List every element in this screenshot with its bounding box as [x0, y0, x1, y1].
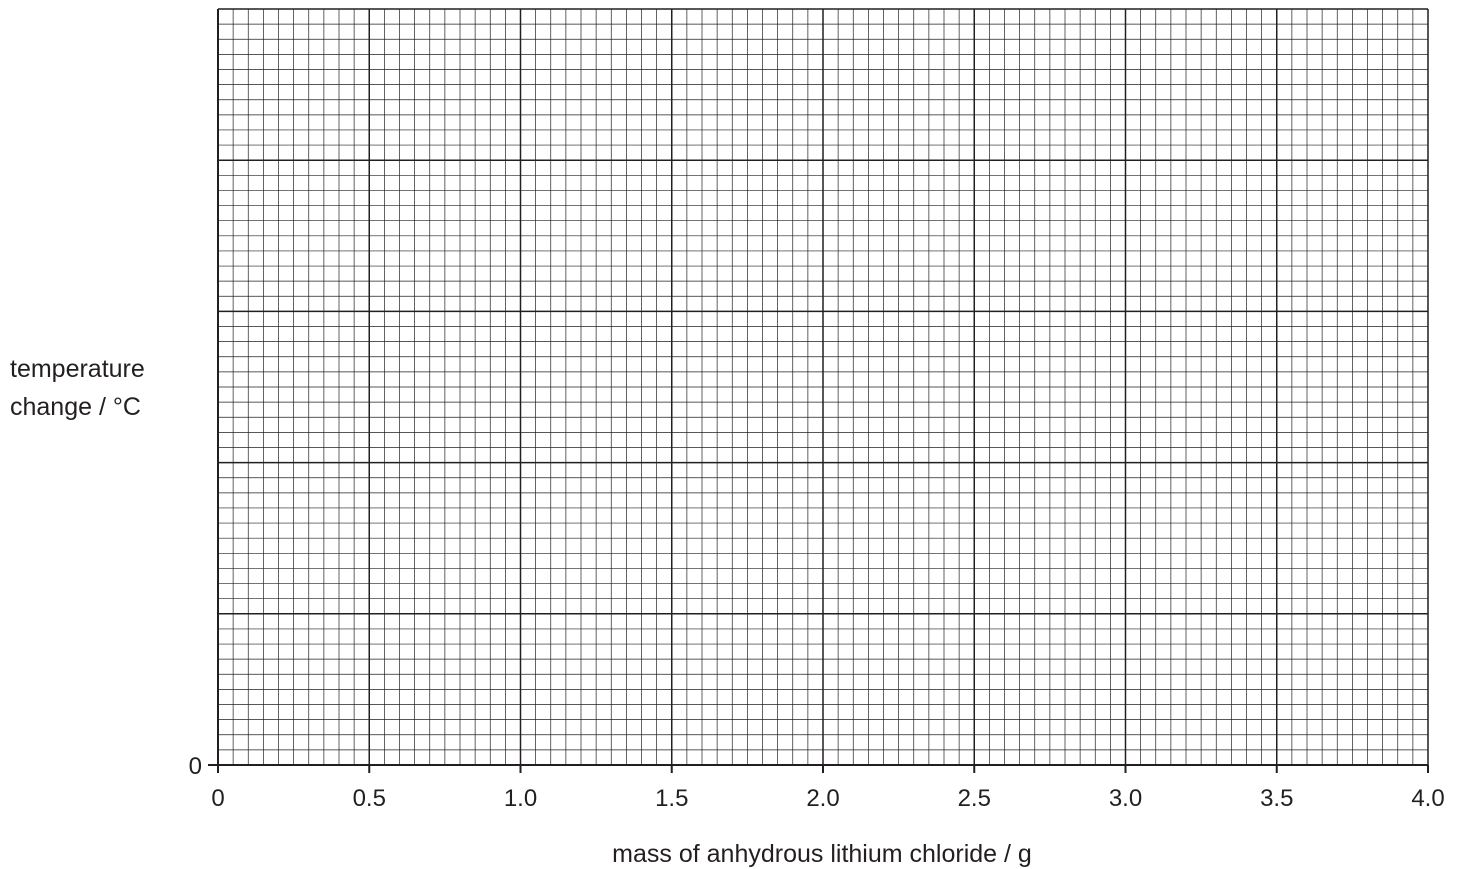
x-tick-label: 3.5	[1260, 785, 1293, 812]
y-tick-labels: 0	[189, 753, 202, 780]
x-tick-label: 0.5	[353, 785, 386, 812]
y-tick-label: 0	[189, 753, 202, 780]
x-tick-label: 1.5	[655, 785, 688, 812]
y-axis-title-line-2: change / °C	[10, 393, 141, 421]
x-tick-labels: 0 0.5 1.0 1.5 2.0 2.5 3.0 3.5 4.0	[211, 785, 1444, 812]
x-tick-label: 3.0	[1109, 785, 1142, 812]
y-axis-title-line-1: temperature	[10, 355, 145, 383]
x-tick-label: 2.0	[806, 785, 839, 812]
x-tick-label: 1.0	[504, 785, 537, 812]
x-tick-label: 0	[211, 785, 224, 812]
axes	[208, 9, 1429, 773]
x-axis-title: mass of anhydrous lithium chloride / g	[612, 840, 1032, 868]
x-tick-label: 4.0	[1411, 785, 1444, 812]
x-tick-label: 2.5	[958, 785, 991, 812]
